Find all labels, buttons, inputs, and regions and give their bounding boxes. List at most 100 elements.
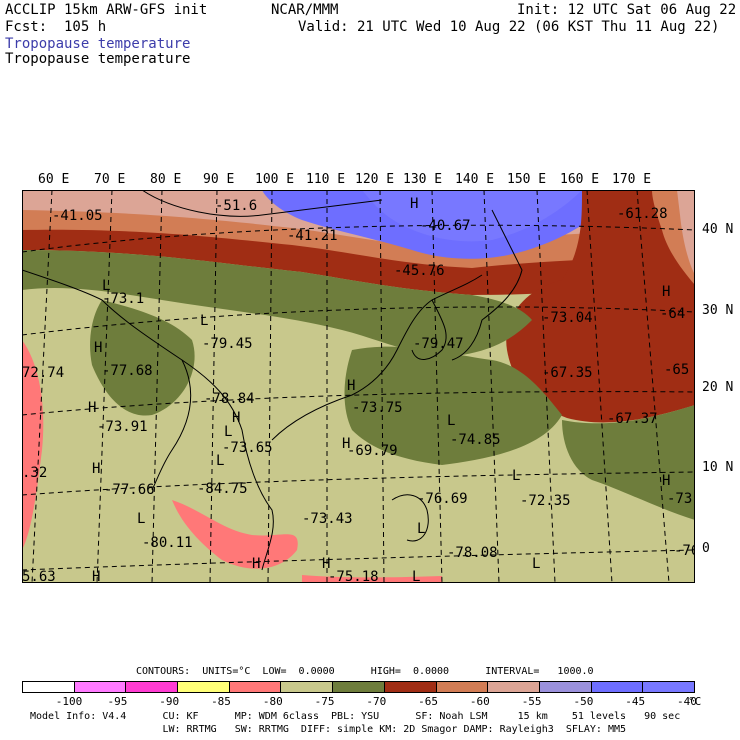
contour-label: -78.84 — [204, 391, 255, 407]
contour-label: -74.85 — [450, 432, 501, 448]
contour-label: .32 — [22, 465, 47, 481]
latitude-label: 10 N — [702, 460, 734, 475]
contour-label: -84.75 — [197, 481, 248, 497]
field-title-shaded: Tropopause temperature — [5, 36, 191, 52]
contour-label: H — [322, 556, 330, 572]
field-title-contour: Tropopause temperature — [5, 51, 191, 67]
contour-label: H — [662, 473, 670, 489]
shade-olive-sea — [344, 346, 562, 465]
colorbar-label: -80 — [262, 695, 283, 708]
contour-label: -79.47 — [413, 336, 464, 352]
longitude-label: 120 E — [355, 172, 395, 187]
latitude-label: 20 N — [702, 380, 734, 395]
shade-band-north-45b — [362, 190, 582, 242]
contour-label: -76.65 — [674, 543, 695, 559]
contour-label: H — [92, 461, 100, 477]
contour-label: H — [232, 410, 240, 426]
longitude-label: 160 E — [560, 172, 600, 187]
colorbar-label: -45 — [625, 695, 646, 708]
contour-label: -64 — [660, 306, 685, 322]
shade-ne-50 — [677, 190, 695, 275]
shade-olive-east — [562, 405, 695, 520]
colorbar — [22, 681, 695, 693]
colorbar-label: -40 — [677, 695, 697, 708]
colorbar-label: -75 — [314, 695, 335, 708]
forecast-hour: Fcst: 105 h — [5, 19, 107, 35]
contour-label: H — [88, 400, 96, 416]
contour-label: -45.76 — [394, 263, 445, 279]
longitude-label: 70 E — [94, 172, 126, 187]
contour-label: -77.68 — [102, 363, 153, 379]
model-info-line2: LW: RRTMG SW: RRTMG DIFF: simple KM: 2D … — [30, 724, 627, 735]
contour-label: H — [410, 196, 418, 212]
contour-label: -67.35 — [542, 365, 593, 381]
contour-label: -79.45 — [202, 336, 253, 352]
colorbar-label: -55 — [521, 695, 542, 708]
model-info-line1: Model Info: V4.4 CU: KF MP: WDM 6class P… — [30, 711, 681, 722]
colorbar-label: -50 — [573, 695, 594, 708]
contour-label: H — [347, 378, 355, 394]
colorbar-label: -65 — [418, 695, 439, 708]
colorbar-label: -70 — [366, 695, 387, 708]
coastlines — [22, 190, 523, 571]
contour-label: -80.11 — [142, 535, 193, 551]
contour-label: -67.37 — [607, 411, 658, 427]
colorbar-label: -60 — [469, 695, 490, 708]
colorbar-swatch — [74, 682, 127, 692]
contour-label: H — [662, 284, 670, 300]
colorbar-swatch — [126, 682, 179, 692]
contour-label: -40.67 — [420, 218, 471, 234]
longitude-label: 150 E — [507, 172, 547, 187]
contour-label: -73.65 — [222, 440, 273, 456]
colorbar-swatch — [281, 682, 334, 692]
contours-info: CONTOURS: UNITS=°C LOW= 0.0000 HIGH= 0.0… — [136, 666, 594, 677]
colorbar-swatch — [643, 682, 694, 692]
map-frame — [22, 190, 695, 583]
longitude-label: 60 E — [38, 172, 70, 187]
contour-label: -61.28 — [617, 206, 668, 222]
contour-label: L — [412, 569, 420, 583]
latitude-label: 0 — [702, 541, 710, 556]
longitude-label: 100 E — [255, 172, 295, 187]
lat-lon-grid — [22, 190, 695, 583]
contour-label: L — [216, 453, 224, 469]
contour-label: -78.08 — [447, 545, 498, 561]
model-title: ACCLIP 15km ARW-GFS init — [5, 2, 208, 18]
contour-label: -72.35 — [520, 493, 571, 509]
colorbar-swatch — [539, 682, 592, 692]
contour-label: L — [512, 468, 520, 484]
contour-label: -75.18 — [328, 569, 379, 583]
longitude-label: 140 E — [455, 172, 495, 187]
contour-label: L — [417, 521, 425, 537]
longitude-label: 110 E — [306, 172, 346, 187]
shade-pink-south — [302, 575, 442, 583]
colorbar-swatch — [178, 682, 230, 692]
shade-pink-west — [22, 340, 44, 550]
contour-label: -76.69 — [417, 491, 468, 507]
longitude-label: 130 E — [403, 172, 443, 187]
contour-label: 72.74 — [22, 365, 64, 381]
shade-ne-60 — [506, 190, 695, 423]
latitude-label: 30 N — [702, 303, 734, 318]
contour-label: L — [137, 511, 145, 527]
contour-label: L — [447, 413, 455, 429]
contour-label: -73.75 — [352, 400, 403, 416]
colorbar-swatch — [436, 682, 489, 692]
longitude-label: 170 E — [612, 172, 652, 187]
org-label: NCAR/MMM — [271, 2, 339, 18]
valid-time: Valid: 21 UTC Wed 10 Aug 22 (06 KST Thu … — [298, 19, 720, 35]
contour-label: -73.04 — [542, 310, 593, 326]
contour-label: -73 — [667, 491, 692, 507]
contour-label: L — [200, 313, 208, 329]
contour-label: -73.43 — [302, 511, 353, 527]
contour-label: H — [252, 556, 260, 572]
shade-olive-north — [22, 250, 532, 356]
shade-olive-india — [90, 300, 195, 416]
longitude-label: 80 E — [150, 172, 182, 187]
colorbar-unit: °C — [688, 695, 702, 708]
colorbar-swatch — [229, 682, 282, 692]
colorbar-swatch — [591, 682, 644, 692]
colorbar-label: -90 — [159, 695, 180, 708]
colorbar-swatch — [384, 682, 437, 692]
contour-label: H — [92, 569, 100, 583]
